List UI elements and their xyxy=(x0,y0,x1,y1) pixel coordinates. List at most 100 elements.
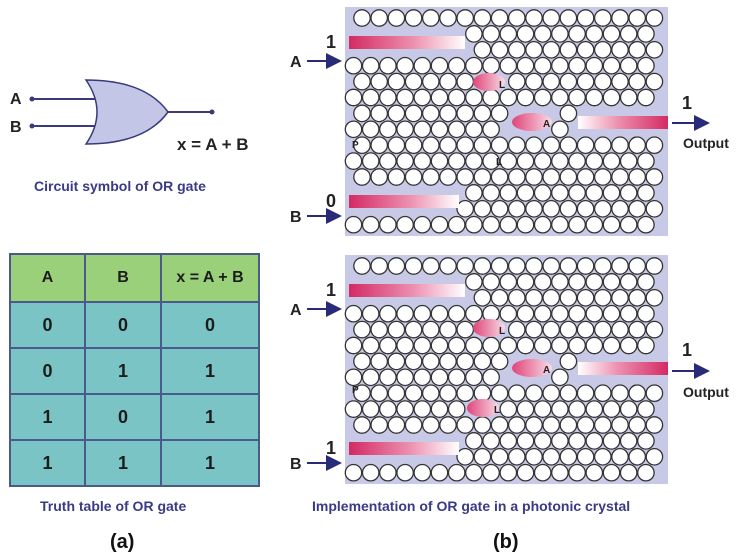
table-row: 1 0 1 xyxy=(9,393,260,441)
lattice-hole xyxy=(490,168,509,186)
lattice-hole xyxy=(585,25,604,43)
crystal-1-waveguide-a xyxy=(349,36,465,49)
lattice-hole xyxy=(361,215,380,234)
lattice-hole xyxy=(387,320,406,339)
lattice-hole xyxy=(482,336,500,355)
lattice-hole xyxy=(439,72,457,91)
lattice-hole xyxy=(525,288,543,307)
crystal-2-input-a-label: A xyxy=(290,302,302,319)
crystal-2-defect-l1 xyxy=(473,319,505,337)
lattice-hole xyxy=(361,336,380,355)
lattice-hole xyxy=(542,447,561,466)
lattice-hole xyxy=(611,288,629,307)
lattice-hole xyxy=(602,463,621,482)
lattice-hole xyxy=(379,152,397,170)
lattice-hole xyxy=(456,168,475,186)
lattice-hole xyxy=(387,168,406,186)
lattice-hole xyxy=(499,56,518,75)
lattice-hole xyxy=(447,152,466,170)
table-row: 0 0 0 xyxy=(9,301,260,349)
lattice-hole xyxy=(542,9,561,27)
lattice-hole xyxy=(637,88,655,107)
lattice-hole xyxy=(396,463,414,482)
lattice-hole xyxy=(413,336,432,355)
lattice-hole xyxy=(611,168,629,186)
lattice-hole xyxy=(619,56,638,75)
lattice-hole xyxy=(507,199,526,218)
lattice-hole xyxy=(516,88,535,107)
lattice-hole xyxy=(473,416,492,434)
lattice-hole xyxy=(585,336,604,355)
gate-input-b-label: B xyxy=(10,119,22,136)
lattice-hole xyxy=(551,215,569,234)
lattice-hole xyxy=(439,9,457,27)
lattice-hole xyxy=(353,352,371,371)
lattice-hole xyxy=(628,384,647,403)
lattice-hole xyxy=(387,352,406,371)
lattice-hole xyxy=(645,9,664,27)
lattice-hole xyxy=(602,432,621,450)
photonic-crystal-2: L A P L 1 A 1 B 1 Output xyxy=(290,255,729,484)
lattice-hole xyxy=(439,136,457,155)
lattice-hole xyxy=(576,40,595,59)
lattice-hole xyxy=(516,184,535,202)
lattice-hole xyxy=(619,88,638,107)
lattice-hole xyxy=(602,304,621,323)
lattice-hole xyxy=(499,215,518,234)
table-cell: 1 xyxy=(84,439,162,487)
panel-b-label: (b) xyxy=(493,531,519,553)
lattice-hole xyxy=(637,215,655,234)
lattice-hole xyxy=(482,120,500,139)
lattice-hole xyxy=(611,72,629,91)
crystal-2-defect-l2 xyxy=(467,399,499,417)
lattice-hole xyxy=(447,336,466,355)
lattice-hole xyxy=(551,463,569,482)
lattice-hole xyxy=(576,320,595,339)
lattice-hole xyxy=(542,199,561,218)
table-cell: 0 xyxy=(84,301,162,349)
lattice-hole xyxy=(542,257,561,275)
lattice-hole xyxy=(637,336,655,355)
lattice-hole xyxy=(370,136,389,155)
lattice-hole xyxy=(465,273,483,291)
lattice-hole xyxy=(482,88,500,107)
lattice-hole xyxy=(645,447,664,466)
lattice-hole xyxy=(404,257,423,275)
truth-table: A B x = A + B 0 0 0 0 1 1 1 0 1 1 1 1 xyxy=(9,253,260,487)
lattice-hole xyxy=(490,352,509,371)
lattice-hole xyxy=(465,304,483,323)
lattice-hole xyxy=(370,168,389,186)
lattice-hole xyxy=(645,199,664,218)
lattice-hole xyxy=(593,168,612,186)
or-gate-body xyxy=(84,79,169,145)
lattice-hole xyxy=(447,368,466,387)
lattice-hole xyxy=(370,416,389,434)
lattice-hole xyxy=(645,384,664,403)
table-cell: 1 xyxy=(9,439,86,487)
lattice-hole xyxy=(439,168,457,186)
lattice-hole xyxy=(482,273,500,291)
lattice-hole xyxy=(619,184,638,202)
lattice-hole xyxy=(525,9,543,27)
lattice-hole xyxy=(490,199,509,218)
table-row: 0 1 1 xyxy=(9,347,260,395)
lattice-hole xyxy=(447,215,466,234)
lattice-hole xyxy=(490,447,509,466)
lattice-hole xyxy=(628,320,647,339)
lattice-hole xyxy=(619,400,638,418)
lattice-hole xyxy=(370,384,389,403)
lattice-hole xyxy=(551,400,569,418)
lattice-hole xyxy=(628,72,647,91)
crystal-2-input-a-value: 1 xyxy=(326,280,336,300)
lattice-hole xyxy=(611,257,629,275)
lattice-hole xyxy=(490,416,509,434)
lattice-hole xyxy=(370,72,389,91)
crystal-1-defect-l1 xyxy=(473,73,505,91)
lattice-hole xyxy=(576,288,595,307)
lattice-hole xyxy=(379,215,397,234)
lattice-hole xyxy=(507,40,526,59)
lattice-hole xyxy=(611,416,629,434)
lattice-hole xyxy=(379,56,397,75)
lattice-hole xyxy=(551,304,569,323)
lattice-hole xyxy=(465,368,483,387)
